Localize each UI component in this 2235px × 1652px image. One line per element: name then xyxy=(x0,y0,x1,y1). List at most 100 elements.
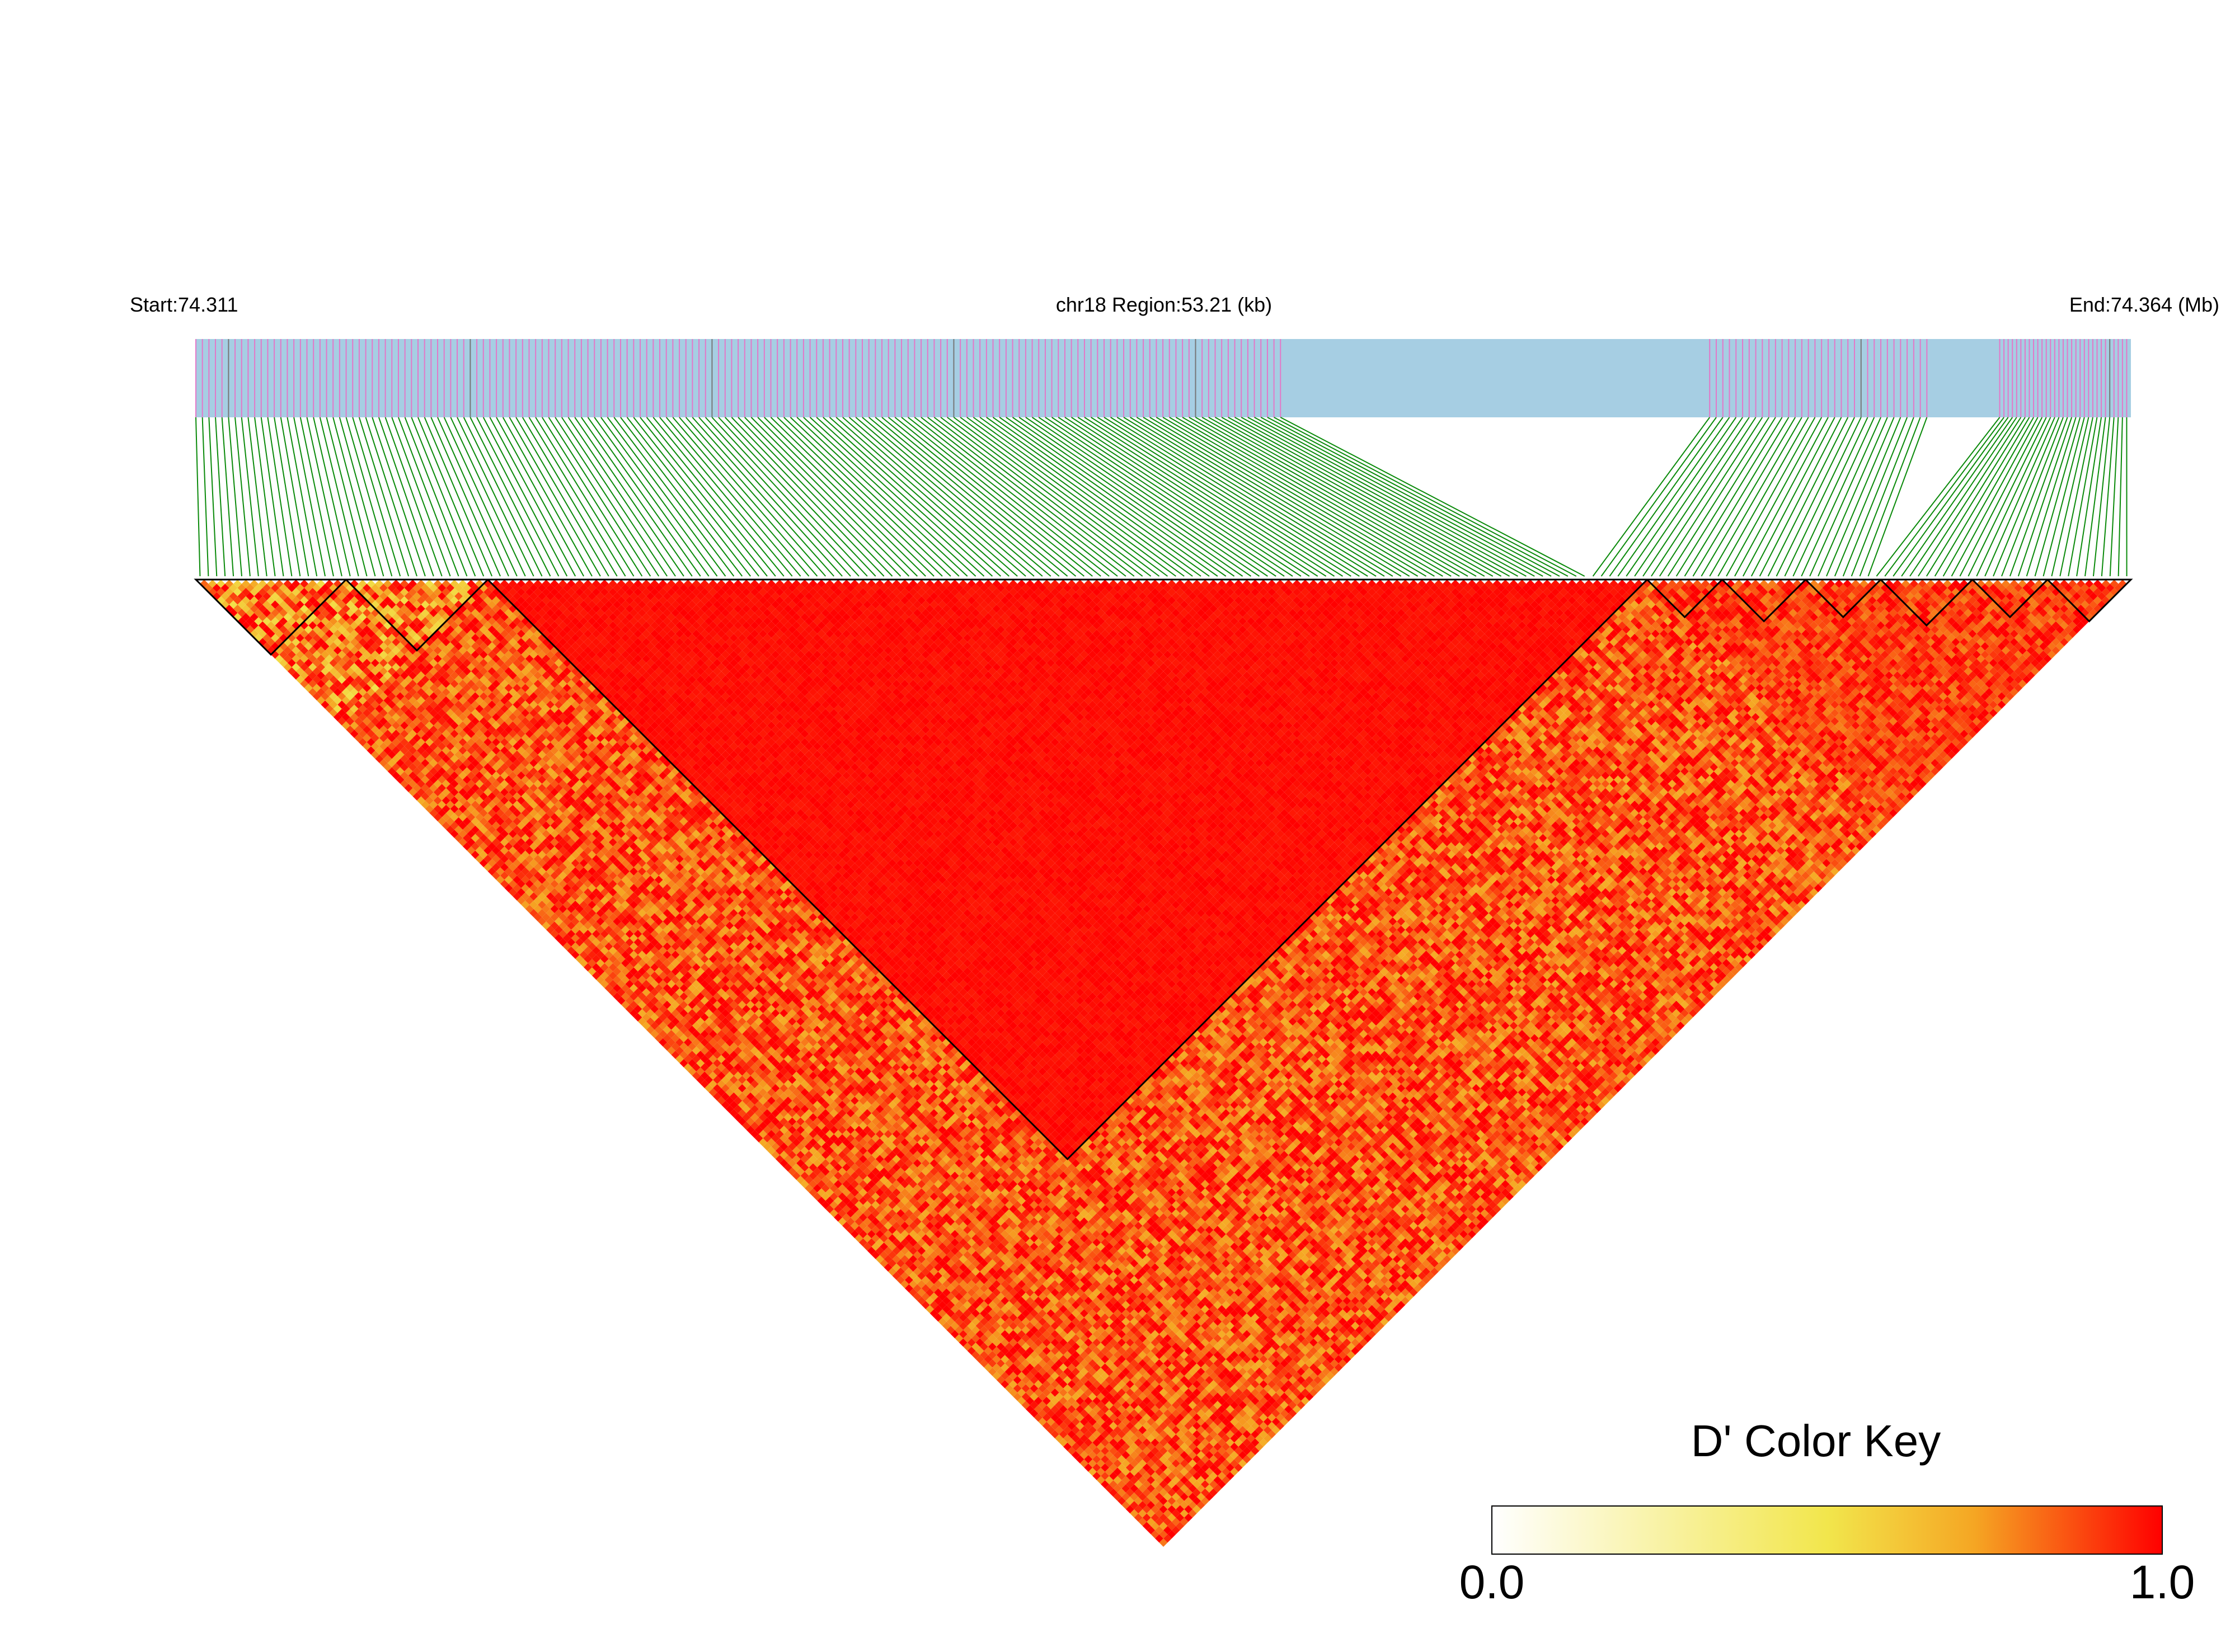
snp-connector xyxy=(921,417,1126,577)
ld-cell xyxy=(504,867,513,876)
ld-cell xyxy=(1042,1413,1051,1422)
ld-cell xyxy=(208,580,217,588)
snp-connector xyxy=(1684,417,1783,577)
ld-cell xyxy=(254,617,263,625)
snp-connector xyxy=(1600,417,1717,577)
snp-connector xyxy=(1784,417,1862,577)
snp-connector xyxy=(914,417,1118,577)
snp-connector xyxy=(2101,417,2115,577)
ld-cell xyxy=(1042,1422,1051,1430)
ld-cell xyxy=(462,825,471,834)
ld-cell xyxy=(217,580,226,588)
snp-connector xyxy=(1274,417,1577,577)
ld-cell xyxy=(304,684,313,693)
snp-connector xyxy=(430,417,501,577)
ld-cell xyxy=(971,1334,980,1343)
ld-cell xyxy=(959,1338,968,1347)
ld-cell xyxy=(1063,1442,1072,1451)
ld-cell xyxy=(717,1080,726,1089)
ld-cell xyxy=(312,675,321,684)
snp-connector xyxy=(1091,417,1343,577)
ld-cell xyxy=(325,688,334,696)
ld-cell xyxy=(308,688,317,696)
snp-connector xyxy=(476,417,560,577)
ld-cell xyxy=(550,913,559,922)
ld-cell xyxy=(354,717,363,726)
ld-cell xyxy=(667,1029,676,1038)
snp-connector xyxy=(901,417,1101,577)
ld-cell xyxy=(1063,1425,1072,1434)
snp-connector xyxy=(1195,417,1477,577)
ld-cell xyxy=(350,721,359,730)
ld-cell xyxy=(1121,1484,1130,1493)
ld-cell xyxy=(416,779,425,788)
ld-cell xyxy=(354,725,363,734)
ld-cell xyxy=(729,1100,738,1109)
snp-connector xyxy=(646,417,776,577)
snp-connector xyxy=(228,417,242,577)
ld-cell xyxy=(800,1171,809,1180)
ld-cell xyxy=(1147,1509,1156,1518)
snp-connector xyxy=(280,417,309,577)
snp-connector xyxy=(2017,417,2073,577)
ld-cell xyxy=(929,1301,938,1310)
ld-cell xyxy=(450,821,459,830)
snp-connector xyxy=(332,417,376,577)
ld-cell xyxy=(1113,1493,1122,1502)
ld-cell xyxy=(546,909,555,917)
ld-cell xyxy=(880,1242,889,1251)
snp-connector xyxy=(2043,417,2085,577)
ld-cell xyxy=(1021,1384,1030,1393)
snp-connector xyxy=(1182,417,1460,577)
ld-cell xyxy=(679,1051,688,1060)
ld-cell xyxy=(700,1071,709,1080)
snp-connector xyxy=(2059,417,2093,577)
ld-cell xyxy=(921,1284,930,1293)
ld-cell xyxy=(1072,1451,1080,1460)
ld-cell xyxy=(1079,1451,1088,1460)
ld-cell xyxy=(738,1100,746,1109)
ld-cell xyxy=(950,1321,959,1330)
ld-cell xyxy=(333,696,342,705)
ld-cell xyxy=(479,850,488,859)
ld-cell xyxy=(354,733,363,742)
ld-cell xyxy=(992,1371,1001,1380)
snp-connector xyxy=(215,417,226,577)
snp-connector xyxy=(1675,417,1776,577)
ld-cell xyxy=(409,771,417,780)
ld-cell xyxy=(533,913,542,922)
snp-connector-lines xyxy=(195,417,2128,577)
snp-connector xyxy=(960,417,1176,577)
ld-cell xyxy=(1113,1476,1122,1485)
ld-cell xyxy=(533,905,542,914)
snp-connector xyxy=(1809,417,1881,577)
snp-connector xyxy=(685,417,827,577)
ld-cell xyxy=(341,704,350,713)
snp-connector xyxy=(992,417,1218,577)
ld-cell xyxy=(295,667,304,676)
snp-connector xyxy=(1884,417,2004,577)
snp-connector xyxy=(848,417,1035,577)
ld-cell xyxy=(387,767,396,776)
snp-connector xyxy=(933,417,1143,577)
snp-connector xyxy=(816,417,993,577)
ld-cell xyxy=(546,925,555,934)
ld-cell xyxy=(283,663,292,671)
ld-cell xyxy=(1030,1409,1039,1418)
ld-cell xyxy=(412,784,421,793)
ld-cell xyxy=(546,917,555,926)
snp-connector xyxy=(986,417,1210,577)
snp-connector xyxy=(1734,417,1823,577)
snp-connector xyxy=(482,417,568,577)
ld-cell xyxy=(483,846,492,855)
ld-cell xyxy=(404,784,413,793)
ld-cell xyxy=(392,771,401,780)
snp-connector xyxy=(1208,417,1494,577)
ld-cell xyxy=(550,930,559,938)
snp-connector xyxy=(1842,417,1908,577)
ld-cell xyxy=(829,1201,838,1209)
ld-cell xyxy=(667,1046,676,1055)
ld-cell xyxy=(1130,1493,1139,1502)
ld-cell xyxy=(630,1009,638,1018)
snp-connector xyxy=(803,417,976,577)
